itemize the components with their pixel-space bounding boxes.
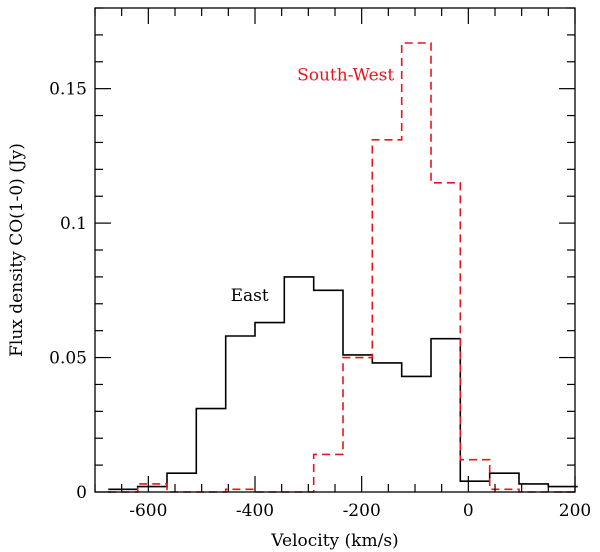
x-tick-label: -600 [129, 501, 167, 521]
ticks-layer [94, 7, 576, 493]
east-series-label: East [231, 286, 269, 306]
series-layer [108, 42, 578, 493]
x-tick-label: -200 [343, 501, 381, 521]
south-west-series-label: South-West [297, 66, 394, 86]
y-tick-label: 0.05 [49, 349, 87, 369]
y-axis-label: Flux density CO(1-0) (Jy) [7, 143, 27, 357]
x-tick-label: 200 [559, 501, 591, 521]
x-tick-label: -400 [236, 501, 274, 521]
x-tick-label: 0 [463, 501, 474, 521]
labels-layer: -600 -400 -200 0 200 0 0.05 0.1 0.15 [49, 80, 591, 521]
y-tick-label: 0.15 [49, 80, 87, 100]
x-axis-label: Velocity (km/s) [270, 531, 398, 551]
series-south-west-histogram [108, 42, 578, 493]
y-tick-label: 0.1 [60, 214, 87, 234]
series-east-histogram [108, 276, 578, 491]
y-tick-label: 0 [76, 483, 87, 503]
